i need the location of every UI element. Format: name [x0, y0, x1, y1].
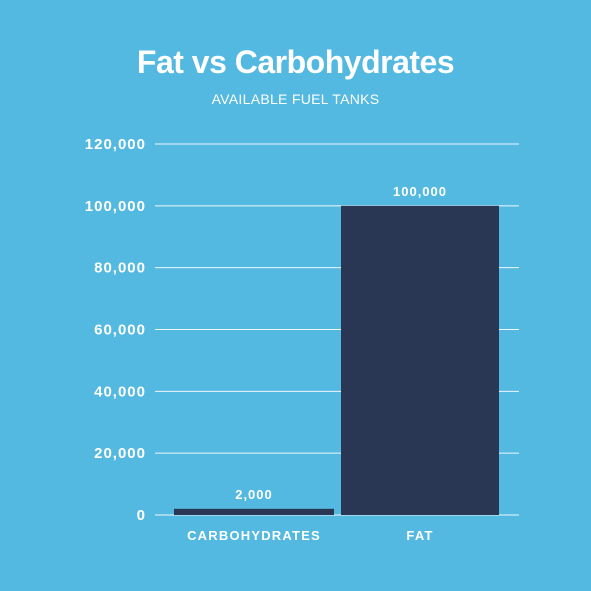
y-tick-label: 60,000	[94, 322, 146, 339]
y-tick-label: 20,000	[94, 445, 146, 462]
y-tick-label: 100,000	[85, 198, 146, 215]
category-label: CARBOHYDRATES	[187, 528, 321, 543]
y-tick-label: 40,000	[94, 383, 146, 400]
data-label: 2,000	[235, 487, 273, 502]
y-axis-ticks: 0 20,000 40,000 60,000 80,000 100,000 120,000	[85, 136, 146, 524]
bar-carbohydrates	[174, 508, 334, 515]
chart-subtitle: AVAILABLE FUEL TANKS	[211, 91, 380, 107]
category-label: FAT	[406, 528, 433, 543]
data-label: 100,000	[393, 184, 447, 199]
bars	[174, 205, 499, 516]
y-tick-label: 80,000	[94, 260, 146, 277]
y-tick-label: 0	[137, 507, 146, 524]
data-labels: 2,000 100,000	[235, 184, 447, 502]
chart-title: Fat vs Carbohydrates	[136, 44, 455, 80]
x-axis-categories: CARBOHYDRATES FAT	[187, 528, 433, 543]
bar-fat	[341, 205, 499, 516]
y-tick-label: 120,000	[85, 136, 146, 153]
